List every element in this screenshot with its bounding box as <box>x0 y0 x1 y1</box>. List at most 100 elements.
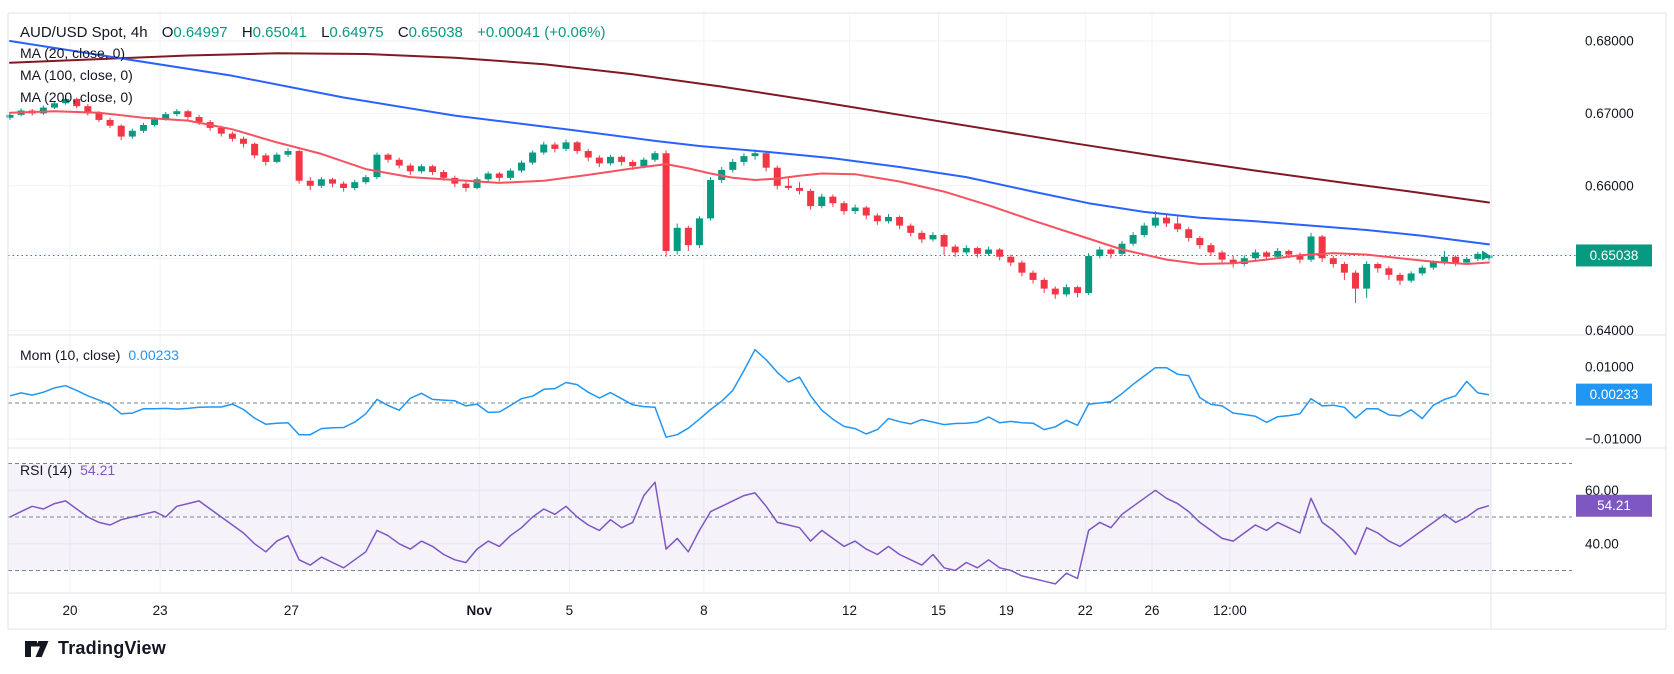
candle-body <box>1429 262 1437 268</box>
candle-body <box>1329 258 1337 264</box>
candle-body <box>1285 250 1293 255</box>
momentum-badge-bg <box>1576 383 1652 406</box>
candle-body <box>1229 259 1237 264</box>
ma200-label: MA (200, close, 0) <box>20 89 133 105</box>
candle-body <box>1318 236 1326 259</box>
candle-body <box>1107 249 1115 254</box>
open-label: O <box>161 24 174 41</box>
candle-body <box>1463 258 1471 263</box>
candle-body <box>351 182 359 188</box>
candle-body <box>751 153 759 157</box>
candle-body <box>762 153 770 168</box>
candle-body <box>918 232 926 240</box>
candle-body <box>840 203 848 212</box>
momentum-axis[interactable]: 0.01000 −0.01000 <box>1585 360 1642 447</box>
candle-body <box>684 227 692 246</box>
candle-body <box>384 154 392 160</box>
candle-body <box>1452 256 1460 263</box>
candle-body <box>1474 253 1482 259</box>
time-axis-tick: 8 <box>700 603 708 618</box>
candle-body <box>1352 272 1360 289</box>
grid-lines <box>8 13 1491 593</box>
candle-body <box>1418 267 1426 274</box>
candle-body <box>1162 217 1170 224</box>
candle-body <box>1051 288 1059 295</box>
candle-body <box>228 133 236 139</box>
candle-body <box>862 207 870 216</box>
candle-body <box>1263 252 1271 257</box>
candle-body <box>629 161 637 167</box>
candle-body <box>1018 262 1026 273</box>
ma200-line <box>9 52 1490 204</box>
candle-body <box>117 125 125 137</box>
candle-body <box>529 152 537 163</box>
candle-body <box>1129 235 1137 244</box>
candle-body <box>1007 256 1015 263</box>
time-axis-tick: 20 <box>63 603 78 618</box>
candle-body <box>618 156 626 162</box>
candle-body <box>996 249 1004 257</box>
candle-body <box>818 196 826 207</box>
candle-body <box>340 183 348 188</box>
momentum-value: 0.00233 <box>128 347 179 363</box>
candle-body <box>1151 217 1159 226</box>
candle-body <box>518 162 526 171</box>
close-value: 0.65038 <box>408 24 463 41</box>
price-axis[interactable]: 0.68000 0.67000 0.66000 0.64000 <box>1585 34 1634 339</box>
close-label: C <box>397 24 409 41</box>
momentum-label: Mom (10, close) <box>20 347 121 363</box>
rsi-legend[interactable]: RSI (14) 54.21 <box>20 462 115 478</box>
candle-body <box>484 173 492 180</box>
last-price-badge-text: 0.65038 <box>1590 248 1639 263</box>
ma20-legend[interactable]: MA (20, close, 0) <box>20 45 125 61</box>
open-value: 0.64997 <box>173 24 228 41</box>
candle-body <box>1307 236 1315 260</box>
last-price-badge: 0.65038 <box>1576 244 1652 267</box>
price-axis-tick: 0.68000 <box>1585 34 1634 49</box>
candle-body <box>1096 249 1104 257</box>
momentum-badge-text: 0.00233 <box>1590 387 1639 402</box>
last-price-badge-bg <box>1576 244 1652 267</box>
candle-body <box>929 235 937 240</box>
momentum-legend[interactable]: Mom (10, close) 0.00233 <box>20 347 179 363</box>
candle-body <box>573 142 581 152</box>
candle-body <box>896 216 904 226</box>
time-axis-tick: 26 <box>1145 603 1160 618</box>
candle-body <box>1363 263 1371 289</box>
rsi-axis[interactable]: 60.00 40.00 <box>1585 483 1619 552</box>
time-axis-tick: 12 <box>842 603 857 618</box>
time-axis-tick: Nov <box>467 603 493 618</box>
candle-body <box>184 111 192 118</box>
rsi-axis-tick: 40.00 <box>1585 536 1619 551</box>
candle-body <box>1274 250 1282 257</box>
candle-body <box>417 166 425 172</box>
ma100-label: MA (100, close, 0) <box>20 67 133 83</box>
candle-body <box>240 138 248 144</box>
ma100-legend[interactable]: MA (100, close, 0) <box>20 67 133 83</box>
tradingview-text: TradingView <box>58 638 166 658</box>
ma200-legend[interactable]: MA (200, close, 0) <box>20 89 133 105</box>
candle-body <box>962 248 970 253</box>
tradingview-logo[interactable]: TradingView <box>24 638 166 659</box>
rsi-axis-tick: 60.00 <box>1585 483 1619 498</box>
symbol-legend[interactable]: AUD/USD Spot, 4h O0.64997 H0.65041 L0.64… <box>20 24 606 41</box>
high-value: 0.65041 <box>252 24 307 41</box>
time-axis[interactable]: 20 23 27 Nov 5 8 12 15 19 22 26 12:00 <box>63 603 1247 618</box>
candle-body <box>1251 252 1259 259</box>
time-axis-tick: 15 <box>931 603 946 618</box>
candle-body <box>729 161 737 170</box>
last-price-marker <box>1482 250 1490 261</box>
candle-body <box>328 179 336 184</box>
low-value: 0.64975 <box>329 24 384 41</box>
candle-body <box>1062 287 1070 295</box>
candle-body <box>1207 245 1215 253</box>
price-axis-tick: 0.67000 <box>1585 106 1634 121</box>
candle-body <box>595 157 603 164</box>
rsi-label: RSI (14) <box>20 462 73 478</box>
candle-body <box>606 156 614 164</box>
candle-body <box>1185 229 1193 238</box>
candle-body <box>1140 225 1148 236</box>
candle-body <box>173 111 181 115</box>
